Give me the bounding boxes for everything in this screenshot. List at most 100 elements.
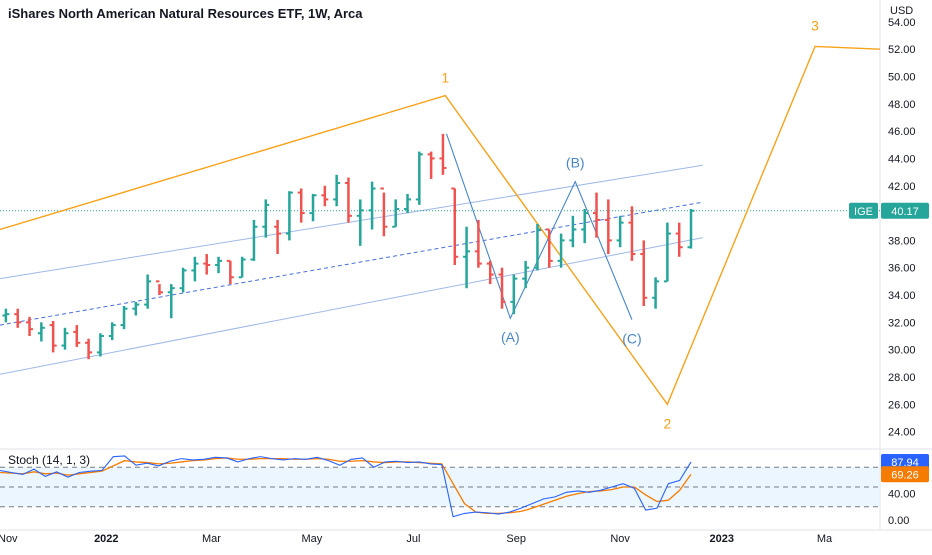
last-price-tag bbox=[881, 202, 929, 219]
ohlc-bar bbox=[593, 192, 601, 238]
ohlc-bar bbox=[628, 206, 636, 261]
price-tick-label: 48.00 bbox=[888, 99, 916, 111]
chart-title: iShares North American Natural Resources… bbox=[8, 6, 363, 21]
ohlc-bar bbox=[510, 274, 518, 315]
ohlc-bar bbox=[297, 188, 305, 223]
ohlc-bar bbox=[687, 208, 695, 249]
ticker-tag bbox=[849, 202, 878, 219]
ohlc-bar bbox=[498, 267, 506, 309]
ohlc-bar bbox=[191, 256, 199, 282]
ohlc-bar bbox=[404, 193, 412, 214]
ohlc-bar bbox=[274, 219, 282, 255]
price-tick-label: 28.00 bbox=[888, 372, 916, 384]
time-tick-label: 2023 bbox=[709, 533, 733, 545]
price-tick-label: 32.00 bbox=[888, 317, 916, 329]
ohlc-bar bbox=[368, 181, 376, 230]
abc-label-b: (B) bbox=[566, 155, 585, 171]
price-tick-label: 36.00 bbox=[888, 263, 916, 275]
ohlc-bar bbox=[155, 280, 163, 296]
ohlc-bar bbox=[392, 199, 400, 228]
ohlc-bar bbox=[474, 219, 482, 268]
ohlc-bar bbox=[203, 254, 211, 275]
ohlc-bar bbox=[26, 316, 34, 336]
ohlc-bar bbox=[675, 222, 683, 257]
ohlc-bar bbox=[616, 215, 624, 248]
time-tick-label: Ma bbox=[817, 533, 833, 545]
ohlc-bar bbox=[533, 224, 541, 271]
wave-label-3: 3 bbox=[811, 17, 819, 33]
ohlc-bar bbox=[120, 305, 128, 330]
ohlc-bar bbox=[569, 215, 577, 248]
time-tick-label: Mar bbox=[202, 533, 221, 545]
ohlc-bar bbox=[604, 199, 612, 255]
abc-label-a: (A) bbox=[501, 329, 520, 345]
stochastic-pane bbox=[0, 455, 880, 518]
price-tick-label: 26.00 bbox=[888, 399, 916, 411]
ohlc-bar bbox=[451, 187, 459, 265]
ohlc-bar bbox=[179, 267, 187, 293]
ohlc-bar bbox=[144, 274, 152, 309]
time-tick-label: Nov bbox=[610, 533, 630, 545]
ohlc-bar bbox=[309, 193, 317, 222]
price-tick-label: 34.00 bbox=[888, 290, 916, 302]
ohlc-bar bbox=[73, 325, 81, 347]
wave-label-1: 1 bbox=[441, 70, 449, 86]
ohlc-bar bbox=[238, 256, 246, 279]
ohlc-bar bbox=[557, 233, 565, 268]
ohlc-bar bbox=[167, 284, 175, 319]
price-tick-label: 54.00 bbox=[888, 17, 916, 29]
price-tick-label: 38.00 bbox=[888, 235, 916, 247]
ohlc-bar bbox=[215, 256, 223, 274]
ohlc-bar bbox=[96, 333, 104, 357]
abc-label-c: (C) bbox=[622, 331, 641, 347]
wave-label-2: 2 bbox=[663, 415, 671, 431]
stoch-k-tag bbox=[881, 453, 929, 470]
ohlc-bar bbox=[545, 228, 553, 268]
stoch-k-line bbox=[0, 455, 692, 518]
trend-channel bbox=[0, 164, 880, 375]
ohlc-bar bbox=[37, 322, 45, 342]
price-tick-label: 42.00 bbox=[888, 181, 916, 193]
stoch-d-tag bbox=[881, 466, 929, 483]
ohlc-bar bbox=[427, 151, 435, 179]
time-tick-label: 2022 bbox=[94, 533, 118, 545]
last-price-tag-label: 40.17 bbox=[891, 206, 919, 218]
ohlc-bar bbox=[226, 259, 234, 285]
price-tick-label: 46.00 bbox=[888, 126, 916, 138]
currency-label: USD bbox=[890, 5, 913, 17]
time-tick-label: May bbox=[301, 533, 322, 545]
ohlc-bar bbox=[14, 308, 22, 328]
ohlc-bar bbox=[108, 322, 116, 341]
ohlc-bar bbox=[2, 308, 10, 323]
ohlc-bar bbox=[581, 208, 589, 244]
ohlc-bar bbox=[49, 320, 57, 353]
stoch-k-tag-label: 87.94 bbox=[891, 457, 919, 469]
channel-lower-line bbox=[0, 237, 703, 375]
channel-upper-line bbox=[0, 164, 703, 280]
elliott-wave-lines bbox=[0, 45, 881, 406]
ohlc-bar bbox=[486, 260, 494, 285]
stoch-indicator-label[interactable]: Stoch (14, 1, 3) bbox=[8, 453, 91, 467]
price-bars bbox=[2, 133, 695, 360]
ticker-tag-label: IGE bbox=[854, 206, 873, 218]
ohlc-bar bbox=[344, 177, 352, 223]
ohlc-bar bbox=[356, 199, 364, 246]
ohlc-bar bbox=[321, 185, 329, 207]
ohlc-bar bbox=[262, 199, 270, 238]
ohlc-bar bbox=[522, 260, 530, 289]
ohlc-bar bbox=[463, 226, 471, 289]
ohlc-bar bbox=[333, 174, 341, 207]
price-tick-label: 44.00 bbox=[888, 153, 916, 165]
ohlc-bar bbox=[663, 222, 671, 283]
ohlc-bar bbox=[250, 219, 258, 261]
ohlc-bar bbox=[132, 301, 140, 316]
stoch-d-tag-label: 69.26 bbox=[891, 469, 919, 481]
ohlc-bar bbox=[61, 327, 69, 350]
ohlc-bar bbox=[85, 338, 93, 360]
stoch-tick-label: 40.00 bbox=[888, 489, 916, 501]
price-tick-label: 30.00 bbox=[888, 345, 916, 357]
ohlc-bar bbox=[285, 191, 293, 241]
wave-orange-path bbox=[0, 45, 881, 406]
